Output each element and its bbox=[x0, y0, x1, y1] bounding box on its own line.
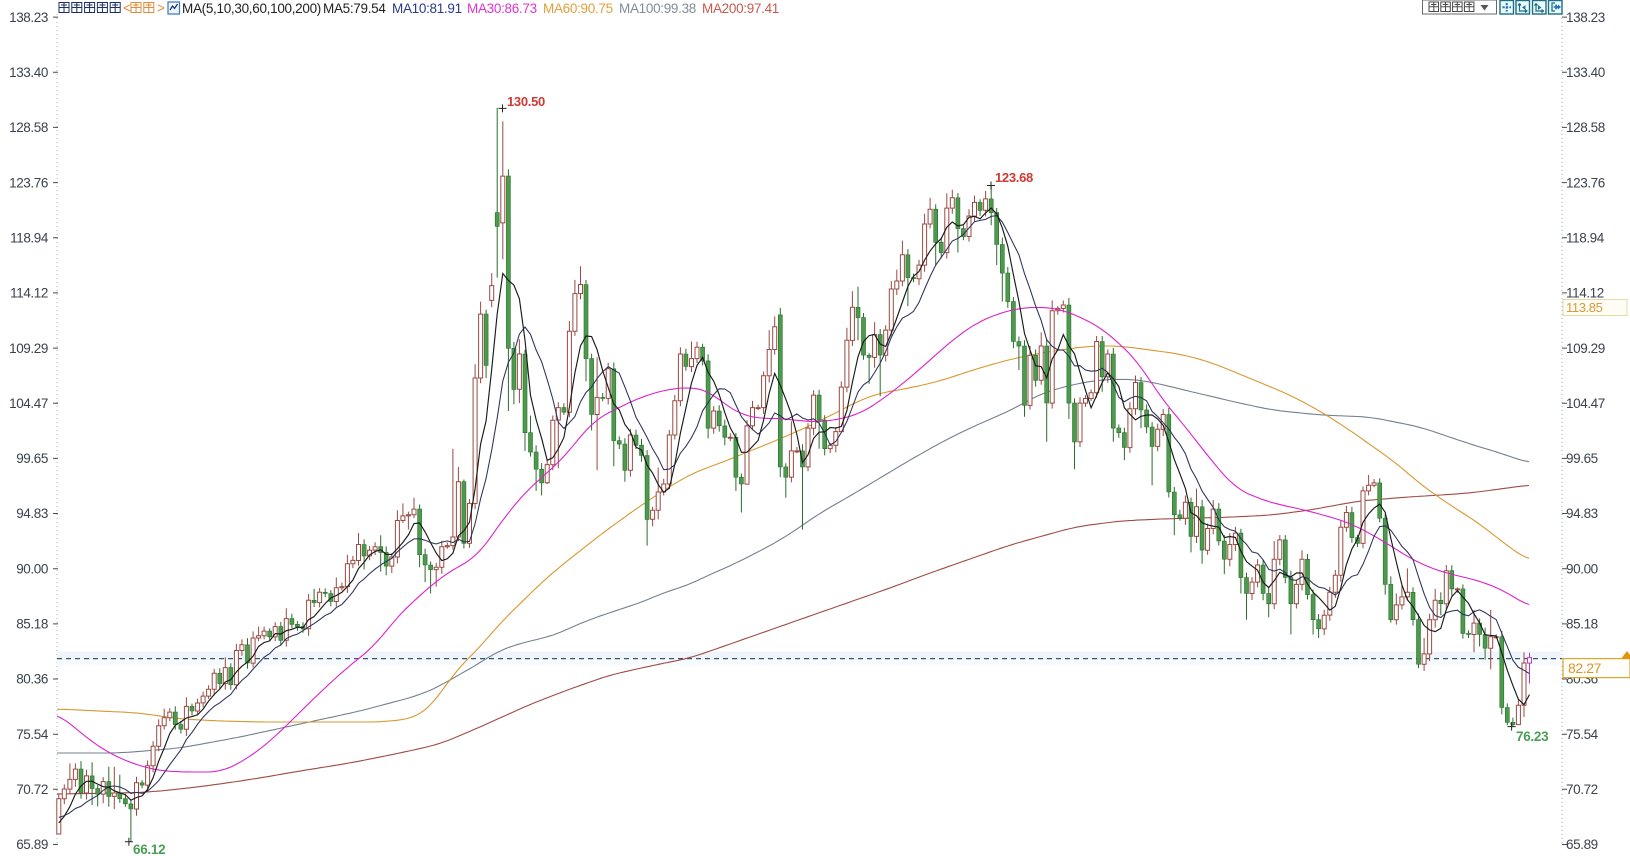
svg-text:113.85: 113.85 bbox=[1566, 300, 1603, 315]
svg-text:94.83: 94.83 bbox=[16, 506, 48, 521]
svg-text:128.58: 128.58 bbox=[1566, 120, 1605, 135]
svg-text:85.18: 85.18 bbox=[16, 617, 48, 632]
svg-text:MA200:97.41: MA200:97.41 bbox=[702, 1, 779, 16]
svg-text:133.40: 133.40 bbox=[9, 65, 48, 80]
svg-text:82.27: 82.27 bbox=[1568, 660, 1602, 676]
svg-text:138.23: 138.23 bbox=[9, 10, 48, 25]
svg-text:90.00: 90.00 bbox=[1566, 561, 1598, 576]
svg-text:123.76: 123.76 bbox=[1566, 175, 1605, 190]
svg-text:104.47: 104.47 bbox=[1566, 396, 1605, 411]
svg-text:MA60:90.75: MA60:90.75 bbox=[543, 1, 613, 16]
svg-text:130.50: 130.50 bbox=[507, 94, 545, 109]
svg-text:128.58: 128.58 bbox=[9, 120, 48, 135]
svg-text:114.12: 114.12 bbox=[1566, 286, 1604, 301]
svg-text:MA30:86.73: MA30:86.73 bbox=[467, 1, 537, 16]
svg-text:123.76: 123.76 bbox=[9, 175, 48, 190]
svg-text:109.29: 109.29 bbox=[1566, 341, 1605, 356]
svg-text:118.94: 118.94 bbox=[1566, 230, 1605, 245]
svg-text:109.29: 109.29 bbox=[9, 341, 48, 356]
svg-text:70.72: 70.72 bbox=[16, 782, 48, 797]
svg-text:94.83: 94.83 bbox=[1566, 506, 1598, 521]
svg-text:65.89: 65.89 bbox=[16, 837, 48, 852]
svg-text:66.12: 66.12 bbox=[133, 842, 165, 856]
svg-text:MA(5,10,30,60,100,200): MA(5,10,30,60,100,200) bbox=[182, 1, 321, 16]
svg-text:75.54: 75.54 bbox=[16, 727, 49, 742]
svg-text:99.65: 99.65 bbox=[16, 451, 48, 466]
svg-text:MA100:99.38: MA100:99.38 bbox=[619, 1, 696, 16]
svg-text:75.54: 75.54 bbox=[1566, 727, 1599, 742]
svg-text:85.18: 85.18 bbox=[1566, 617, 1598, 632]
svg-text:118.94: 118.94 bbox=[10, 230, 49, 245]
svg-text:65.89: 65.89 bbox=[1566, 837, 1598, 852]
svg-text:70.72: 70.72 bbox=[1566, 782, 1598, 797]
svg-text:90.00: 90.00 bbox=[16, 561, 48, 576]
svg-text:123.68: 123.68 bbox=[995, 170, 1033, 185]
svg-text:138.23: 138.23 bbox=[1566, 10, 1605, 25]
svg-text:>: > bbox=[157, 1, 165, 16]
svg-text:MA10:81.91: MA10:81.91 bbox=[392, 1, 462, 16]
svg-text:114.12: 114.12 bbox=[10, 286, 48, 301]
svg-text:<: < bbox=[123, 1, 131, 16]
svg-text:MA5:79.54: MA5:79.54 bbox=[323, 1, 386, 16]
svg-text:76.23: 76.23 bbox=[1516, 729, 1549, 744]
svg-text:133.40: 133.40 bbox=[1566, 65, 1605, 80]
svg-text:99.65: 99.65 bbox=[1566, 451, 1598, 466]
svg-text:104.47: 104.47 bbox=[9, 396, 48, 411]
svg-text:80.36: 80.36 bbox=[16, 672, 48, 687]
